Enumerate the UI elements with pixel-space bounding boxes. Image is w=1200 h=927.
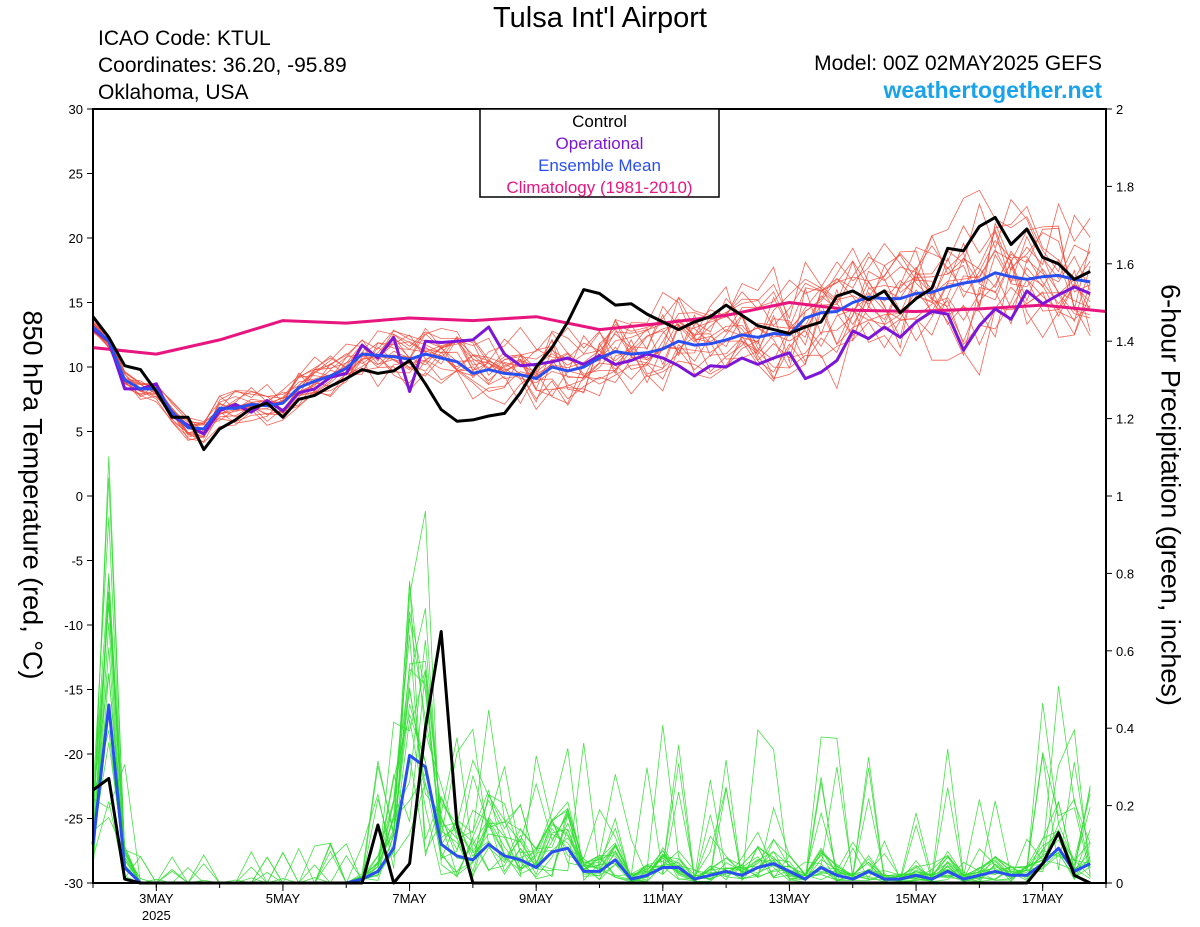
x-tick-year-label: 2025: [142, 908, 171, 923]
x-tick-label: 15MAY: [895, 891, 937, 906]
x-tick-label: 5MAY: [266, 891, 301, 906]
x-tick-label: 17MAY: [1022, 891, 1064, 906]
chart-title: Tulsa Int'l Airport: [493, 2, 707, 34]
legend-item: Climatology (1981-2010): [506, 178, 692, 197]
y-tick-label: 0: [76, 489, 83, 504]
x-tick-label: 7MAY: [392, 891, 427, 906]
legend-item: Operational: [556, 134, 644, 153]
precip-member-line: [92, 456, 1091, 884]
x-tick-label: 13MAY: [769, 891, 811, 906]
y2-tick-label: 2: [1116, 102, 1123, 117]
model-run: Model: 00Z 02MAY2025 GEFS: [814, 52, 1102, 75]
temp-member-line: [92, 202, 1091, 436]
ensemble-members-layer: [92, 189, 1091, 444]
y2-tick-label: 1.6: [1116, 257, 1134, 272]
precip-member-line: [92, 622, 1091, 884]
temp-member-line: [92, 205, 1091, 430]
y-tick-label: 10: [69, 360, 83, 375]
y-tick-label: -20: [64, 747, 83, 762]
y2-tick-label: 0.4: [1116, 721, 1134, 736]
y-tick-label: -5: [71, 554, 83, 569]
climatology-1981-2010-temp-line: [92, 301, 1107, 356]
control-precip-line: [92, 630, 1091, 885]
x-tick-label: 3MAY: [139, 891, 174, 906]
precip-member-line: [92, 668, 1091, 884]
precip-member-line: [92, 687, 1091, 884]
y-tick-label: 5: [76, 425, 83, 440]
temp-member-line: [92, 286, 1091, 437]
precip-member-line: [92, 591, 1091, 884]
y-tick-label: -25: [64, 812, 83, 827]
y2-tick-label: 0.6: [1116, 644, 1134, 659]
coordinates: Coordinates: 36.20, -95.89: [98, 54, 347, 77]
plot-frame: [92, 108, 1107, 884]
precip-member-line: [92, 517, 1091, 884]
y-tick-label: -15: [64, 683, 83, 698]
y2-tick-label: 1.4: [1116, 334, 1134, 349]
plot-border: [92, 108, 1107, 884]
precip-member-line: [92, 577, 1091, 884]
y2-tick-label: 0.8: [1116, 566, 1134, 581]
y2-tick-label: 1: [1116, 489, 1123, 504]
precip-member-line: [92, 634, 1091, 884]
precip-member-line: [92, 669, 1091, 884]
legend: Control Operational Ensemble Mean Climatolo…: [479, 108, 720, 198]
y2-tick-label: 0: [1116, 876, 1123, 891]
legend-item: Control: [572, 112, 627, 131]
y-tick-label: 20: [69, 231, 83, 246]
precip-member-line: [92, 672, 1091, 884]
precip-member-line: [92, 604, 1091, 884]
x-tick-label: 11MAY: [642, 891, 683, 906]
location: Oklahoma, USA: [98, 81, 249, 104]
temp-member-line: [92, 198, 1091, 426]
precip-member-line: [92, 673, 1091, 884]
y-tick-label: -30: [64, 876, 83, 891]
ensemble-mean-precip-line: [91, 703, 1091, 885]
precip-member-line: [92, 709, 1091, 884]
temp-member-line: [92, 227, 1091, 433]
temp-member-line: [92, 242, 1091, 434]
site-link[interactable]: weathertogether.net: [883, 77, 1102, 103]
precip-member-line: [92, 573, 1091, 884]
precip-member-line: [92, 647, 1091, 884]
x-tick-label: 9MAY: [519, 891, 554, 906]
legend-box: [479, 108, 720, 198]
temp-member-line: [92, 257, 1091, 426]
icao-code: ICAO Code: KTUL: [98, 27, 271, 50]
precip-member-line: [92, 477, 1091, 884]
y-tick-label: 25: [69, 167, 83, 182]
y2-tick-label: 0.2: [1116, 799, 1134, 814]
precip-member-line: [92, 591, 1091, 884]
y-tick-label: 15: [69, 296, 83, 311]
y-tick-label: -10: [64, 618, 83, 633]
axes-layer: 302520151050-5-10-15-20-25-3021.81.61.41…: [64, 102, 1134, 923]
precip-member-line: [92, 602, 1091, 884]
y2-tick-label: 1.2: [1116, 412, 1134, 427]
legend-item: Ensemble Mean: [538, 156, 661, 175]
temp-member-line: [92, 242, 1091, 426]
precip-members-layer: [92, 456, 1091, 884]
control-temp-line: [91, 215, 1091, 452]
y2-tick-label: 1.8: [1116, 179, 1134, 194]
y-tick-label: 30: [69, 102, 83, 117]
